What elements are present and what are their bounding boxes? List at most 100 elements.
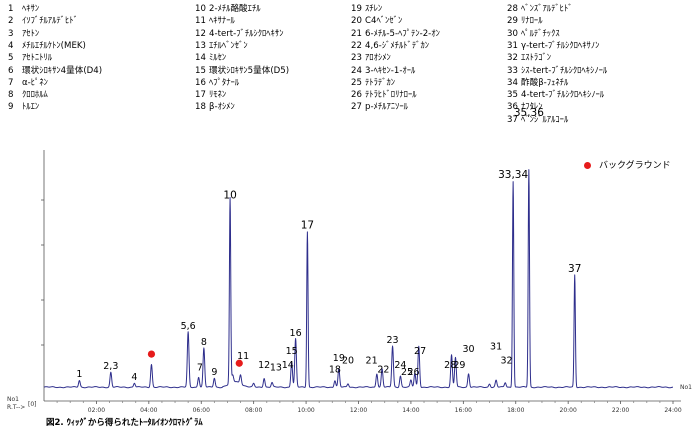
- x-tick-label: 14:00: [402, 407, 419, 414]
- legend-item: 5 ｱｾﾄﾆﾄﾘﾙ: [8, 53, 52, 64]
- x-tick-label: 22:00: [612, 407, 629, 414]
- legend-item-name: 6-ﾒﾁﾙ-5-ﾍﾌﾟﾃﾝ-2-ｵﾝ: [365, 28, 440, 39]
- legend-item: 15 環状ｼﾛｷｻﾝ5量体(D5): [195, 66, 289, 77]
- peak-label: 15: [286, 346, 298, 357]
- legend-item-number: 14: [195, 53, 206, 64]
- chromatogram-trace: [43, 169, 674, 389]
- legend-item-name: ﾃﾄﾗﾋﾄﾞﾛﾘﾅﾛｰﾙ: [365, 90, 417, 101]
- legend-item: 12 4-tert-ﾌﾞﾁﾙｼｸﾛﾍｷｻﾝ: [195, 29, 284, 40]
- legend-item-number: 4: [8, 40, 14, 51]
- peak-label: 14: [282, 360, 294, 371]
- legend-item-number: 2: [8, 16, 14, 27]
- legend-item: 8 ｸﾛﾛﾎﾙﾑ: [8, 90, 48, 101]
- legend-item: 33 ｼｽ-tert-ﾌﾞﾁﾙｼｸﾛﾍｷｼﾉｰﾙ: [507, 66, 607, 77]
- legend-item-number: 20: [351, 16, 362, 27]
- legend-item-name: ﾃﾄﾗﾃﾞｶﾝ: [365, 77, 396, 88]
- peak-label: 5,6: [181, 321, 196, 332]
- legend-item: 10 2-ﾒﾁﾙ酪酸ｴﾁﾙ: [195, 4, 261, 15]
- legend-item-number: 33: [507, 65, 518, 76]
- background-dot-icon: [584, 162, 591, 169]
- legend-item: 20 C4ﾍﾞﾝｾﾞﾝ: [351, 16, 402, 27]
- peak-label: 35,36: [514, 107, 544, 119]
- axis-no-label: No1: [7, 396, 19, 403]
- legend-item-name: ﾍﾟﾙﾃﾞﾁｯｸｽ: [521, 28, 560, 39]
- legend-item-name: ｱﾛｵｼﾒﾝ: [365, 53, 391, 64]
- background-legend: バックグラウンド: [584, 158, 671, 171]
- legend-item: 23 ｱﾛｵｼﾒﾝ: [351, 53, 391, 64]
- figure-caption: 図2. ｳｨｯｸﾞから得られたﾄｰﾀﾙｲｵﾝｸﾛﾏﾄｸﾞﾗﾑ: [46, 418, 203, 428]
- legend-item-name: 酢酸β-ﾌｪﾈﾁﾙ: [521, 77, 569, 88]
- peak-label: 29: [453, 360, 465, 371]
- x-tick-label: 24:00: [664, 407, 681, 414]
- legend-item-number: 18: [195, 102, 206, 113]
- legend-item-name: 3-ﾍｷｾﾝ-1-ｵｰﾙ: [365, 65, 416, 76]
- legend-item-name: 4-tert-ﾌﾞﾁﾙｼｸﾛﾍｷｻﾝ: [209, 28, 284, 39]
- legend-item-name: p-ﾒﾁﾙｱﾆｿｰﾙ: [365, 102, 408, 113]
- legend-item-number: 17: [195, 90, 206, 101]
- legend-item: 14 ﾐﾙｾﾝ: [195, 53, 226, 64]
- peak-label: 21: [366, 355, 378, 366]
- legend-item: 13 ｴﾁﾙﾍﾞﾝｾﾞﾝ: [195, 41, 248, 52]
- legend-item: 37 ﾍﾞﾝｼﾞﾙｱﾙｺｰﾙ: [507, 115, 568, 126]
- legend-item-name: ｴﾁﾙﾍﾞﾝｾﾞﾝ: [209, 40, 248, 51]
- x-tick-label: 20:00: [560, 407, 577, 414]
- legend-item-name: 2-ﾒﾁﾙ酪酸ｴﾁﾙ: [209, 4, 261, 14]
- legend-item-number: 7: [8, 77, 14, 88]
- legend-item-number: 12: [195, 28, 206, 39]
- legend-item-name: ｲｿﾌﾞﾁﾙｱﾙﾃﾞﾋﾄﾞ: [22, 16, 78, 27]
- legend-item-name: ﾐﾙｾﾝ: [209, 53, 227, 64]
- chart-axes: [41, 150, 681, 402]
- legend-item-name: ﾒﾁﾙｴﾁﾙｹﾄﾝ(MEK): [22, 40, 86, 51]
- peak-label: 20: [342, 355, 354, 366]
- peak-label: 2,3: [103, 361, 118, 372]
- legend-item-name: ｽﾁﾚﾝ: [365, 4, 383, 14]
- peak-label: 16: [290, 328, 302, 339]
- peak-label: 17: [301, 219, 314, 231]
- legend-item: 3 ｱｾﾄﾝ: [8, 29, 39, 40]
- legend-item: 31 γ-tert-ﾌﾞﾁﾙｼｸﾛﾍｷｻﾉﾝ: [507, 41, 599, 52]
- axis-rt-label: R.T-->: [7, 404, 25, 411]
- legend-item-number: 30: [507, 28, 518, 39]
- legend-item-name: ｱｾﾄﾆﾄﾘﾙ: [22, 53, 53, 64]
- legend-item-name: ﾍﾞﾝｽﾞｱﾙﾃﾞﾋﾄﾞ: [521, 4, 573, 14]
- peak-label: 25: [401, 367, 413, 378]
- legend-item: 35 4-tert-ﾌﾞﾁﾙｼｸﾛﾍｷｼﾉｰﾙ: [507, 90, 604, 101]
- x-tick-label: 06:00: [193, 407, 210, 414]
- legend-item: 22 4,6-ｼﾞﾒﾁﾙﾄﾞﾃﾞｶﾝ: [351, 41, 429, 52]
- peak-label: 33,34: [498, 169, 528, 181]
- x-tick-label: 18:00: [507, 407, 524, 414]
- legend-item-number: 15: [195, 65, 206, 76]
- peak-label: 18: [329, 365, 341, 376]
- legend-item: 21 6-ﾒﾁﾙ-5-ﾍﾌﾟﾃﾝ-2-ｵﾝ: [351, 29, 440, 40]
- peak-label: 11: [237, 351, 249, 362]
- legend-item-name: 4-tert-ﾌﾞﾁﾙｼｸﾛﾍｷｼﾉｰﾙ: [521, 90, 605, 101]
- legend-item: 36 ﾅﾌﾀﾚﾝ: [507, 102, 543, 113]
- legend-item: 26 ﾃﾄﾗﾋﾄﾞﾛﾘﾅﾛｰﾙ: [351, 90, 417, 101]
- legend-item: 4 ﾒﾁﾙｴﾁﾙｹﾄﾝ(MEK): [8, 41, 86, 52]
- legend-item-name: ﾍｷｻﾅｰﾙ: [209, 16, 235, 27]
- legend-item-number: 19: [351, 4, 362, 14]
- peak-label: 26: [407, 367, 419, 378]
- legend-item-name: α-ﾋﾟﾈﾝ: [22, 77, 48, 88]
- legend-item-number: 26: [351, 90, 362, 101]
- background-marker: [235, 359, 243, 367]
- x-tick-label: 08:00: [245, 407, 262, 414]
- x-axis-ticks: 02:00 04:00 06:00 08:00 10:00 12:00 14:00 16:00…: [56, 401, 682, 414]
- legend-item: 30 ﾍﾟﾙﾃﾞﾁｯｸｽ: [507, 29, 560, 40]
- legend-item: 1 ﾍｷｻﾝ: [8, 4, 39, 15]
- legend-item: 28 ﾍﾞﾝｽﾞｱﾙﾃﾞﾋﾄﾞ: [507, 4, 573, 15]
- legend-item: 19 ｽﾁﾚﾝ: [351, 4, 382, 15]
- legend-item-name: ｴｽﾄﾗｺﾞﾝ: [521, 53, 552, 64]
- peak-label: 31: [490, 342, 502, 353]
- legend-item-number: 11: [195, 16, 206, 27]
- peak-label: 12: [258, 360, 270, 371]
- x-tick-label: 02:00: [88, 407, 105, 414]
- background-marker: [147, 350, 156, 358]
- peak-label: 1: [76, 369, 82, 380]
- legend-item-number: 34: [507, 77, 518, 88]
- legend-item-number: 13: [195, 40, 206, 51]
- legend-item: 18 β-ｵｼﾒﾝ: [195, 102, 235, 113]
- peak-label: 24: [394, 360, 406, 371]
- x-tick-label: 12:00: [350, 407, 367, 414]
